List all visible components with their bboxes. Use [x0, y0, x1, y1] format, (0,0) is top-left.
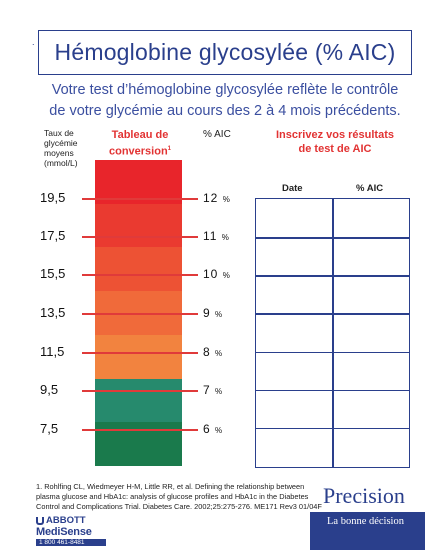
results-date-cell[interactable]	[258, 316, 330, 348]
results-header-line-2: de test de AIC	[298, 143, 372, 155]
conversion-band-6	[95, 378, 182, 423]
conversion-line-5	[82, 352, 198, 354]
results-aic-cell[interactable]	[336, 316, 408, 348]
abbott-logo-icon	[36, 516, 44, 525]
conversion-line-7	[82, 429, 198, 431]
conversion-line-4	[82, 313, 198, 315]
aic-value: 9 %	[203, 306, 223, 320]
results-table	[255, 198, 410, 468]
aic-value: 6 %	[203, 422, 223, 436]
conversion-band-3	[95, 247, 182, 292]
results-date-cell[interactable]	[258, 240, 330, 272]
conversion-header-line-2: conversion	[108, 145, 168, 158]
results-date-cell[interactable]	[258, 202, 330, 234]
brand-band	[310, 512, 425, 550]
footnote: 1. Rohlfing CL, Wiedmeyer H-M, Little RR…	[36, 482, 336, 512]
aic-column-header: % AIC	[203, 129, 231, 140]
conversion-line-2	[82, 236, 198, 238]
aic-value: 10 %	[203, 267, 230, 281]
conversion-band-1	[95, 160, 182, 205]
page-title: Hémoglobine glycosylée (% AIC)	[54, 39, 396, 65]
results-date-cell[interactable]	[258, 431, 330, 463]
brand-name: Precision	[323, 483, 405, 508]
glucose-value: 11,5	[40, 344, 65, 359]
glucose-header-line-4: (mmol/L)	[44, 158, 78, 168]
aic-value: 12 %	[203, 191, 230, 205]
glucose-column-header: Taux de glycémie moyens (mmol/L)	[44, 128, 92, 168]
conversion-band-5	[95, 334, 182, 380]
subtitle-line-2: de votre glycémie au cours des 2 à 4 moi…	[49, 103, 401, 119]
glucose-value: 15,5	[40, 266, 66, 281]
results-aic-cell[interactable]	[336, 355, 408, 387]
results-aic-cell[interactable]	[336, 431, 408, 463]
abbott-medisense-logo: ABBOTT MediSense 1 800 461-8481	[36, 515, 106, 546]
conversion-table-header: Tableau de conversion1	[95, 128, 185, 159]
results-row-divider	[256, 313, 409, 315]
glucose-value: 7,5	[40, 421, 59, 436]
results-row-divider	[256, 237, 409, 239]
glucose-value: 9,5	[40, 382, 59, 397]
medisense-label: MediSense	[36, 526, 92, 538]
conversion-line-1	[82, 198, 198, 200]
conversion-band-2	[95, 203, 182, 248]
abbott-text: ABBOTT	[46, 515, 86, 526]
footnote-ref: 1	[167, 146, 172, 152]
results-row-divider	[256, 351, 409, 354]
glucose-value: 13,5	[40, 305, 66, 320]
results-aic-cell[interactable]	[336, 240, 408, 272]
subtitle: Votre test d’hémoglobine glycosylée refl…	[38, 80, 412, 122]
glucose-header-line-3: moyens	[44, 148, 74, 158]
results-aic-cell[interactable]	[336, 278, 408, 310]
results-header-line-1: Inscrivez vos résultats	[275, 129, 394, 141]
footnote-line-3: Control and Complications Trial. Diabete…	[36, 502, 322, 511]
results-row-divider	[256, 427, 409, 430]
brand-tagline: La bonne décision	[327, 516, 404, 527]
conversion-line-3	[82, 274, 198, 276]
subtitle-line-1: Votre test d’hémoglobine glycosylée refl…	[51, 82, 399, 98]
footnote-line-1: 1. Rohlfing CL, Wiedmeyer H-M, Little RR…	[36, 482, 305, 491]
results-aic-cell[interactable]	[336, 202, 408, 234]
results-aic-cell[interactable]	[336, 393, 408, 425]
glucose-value: 17,5	[40, 228, 66, 243]
aic-result-column-header: % AIC	[356, 183, 384, 194]
footnote-line-2: plasma glucose and HbA1c: analysis of gl…	[36, 492, 309, 501]
phone-number: 1 800 461-8481	[36, 539, 106, 546]
results-row-divider	[256, 275, 409, 277]
abbott-label: ABBOTT	[36, 515, 106, 526]
date-column-header: Date	[282, 183, 303, 194]
aic-value: 7 %	[203, 383, 223, 397]
aic-value: 8 %	[203, 345, 223, 359]
corner-mark: .	[32, 37, 35, 47]
glucose-header-line-2: glycémie	[44, 138, 78, 148]
results-header: Inscrivez vos résultats de test de AIC	[260, 128, 410, 156]
glucose-header-line-1: Taux de	[44, 128, 74, 138]
title-box: Hémoglobine glycosylée (% AIC)	[38, 30, 412, 75]
conversion-line-6	[82, 390, 198, 392]
aic-value: 11 %	[203, 229, 229, 243]
results-date-cell[interactable]	[258, 278, 330, 310]
results-date-cell[interactable]	[258, 355, 330, 387]
results-date-cell[interactable]	[258, 393, 330, 425]
conversion-header-line-1: Tableau de	[111, 129, 169, 141]
results-table-divider	[332, 199, 334, 467]
results-row-divider	[256, 389, 409, 392]
glucose-value: 19,5	[40, 190, 66, 205]
